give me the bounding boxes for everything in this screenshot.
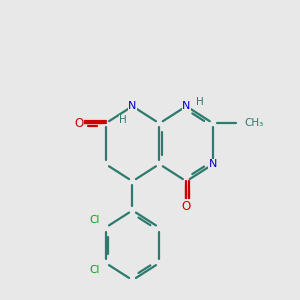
Text: CH₃: CH₃ [245, 118, 264, 128]
Text: H: H [119, 115, 127, 125]
Text: O: O [182, 200, 191, 213]
Text: N: N [128, 101, 137, 111]
Text: N: N [209, 159, 218, 169]
Text: Cl: Cl [89, 215, 100, 225]
Text: N: N [182, 101, 190, 111]
Text: O: O [74, 117, 83, 130]
Text: H: H [196, 98, 204, 107]
Text: Cl: Cl [89, 265, 100, 275]
